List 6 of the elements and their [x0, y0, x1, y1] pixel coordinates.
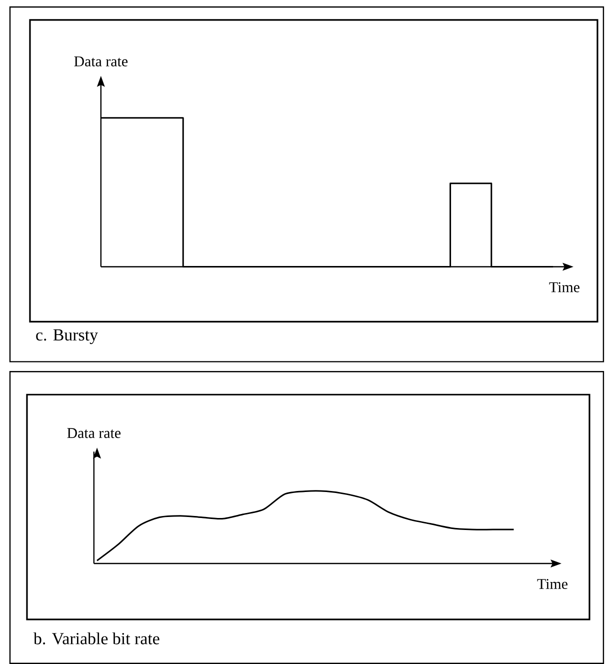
text: c. Bursty: [36, 329, 98, 344]
x-axis-title: Time: [549, 282, 580, 292]
y-axis-title: Data rate: [74, 56, 128, 66]
x-axis-title: Time: [537, 578, 568, 590]
text: b. Variable bit rate: [33, 632, 160, 644]
y-axis-title: Data rate: [66, 428, 120, 438]
